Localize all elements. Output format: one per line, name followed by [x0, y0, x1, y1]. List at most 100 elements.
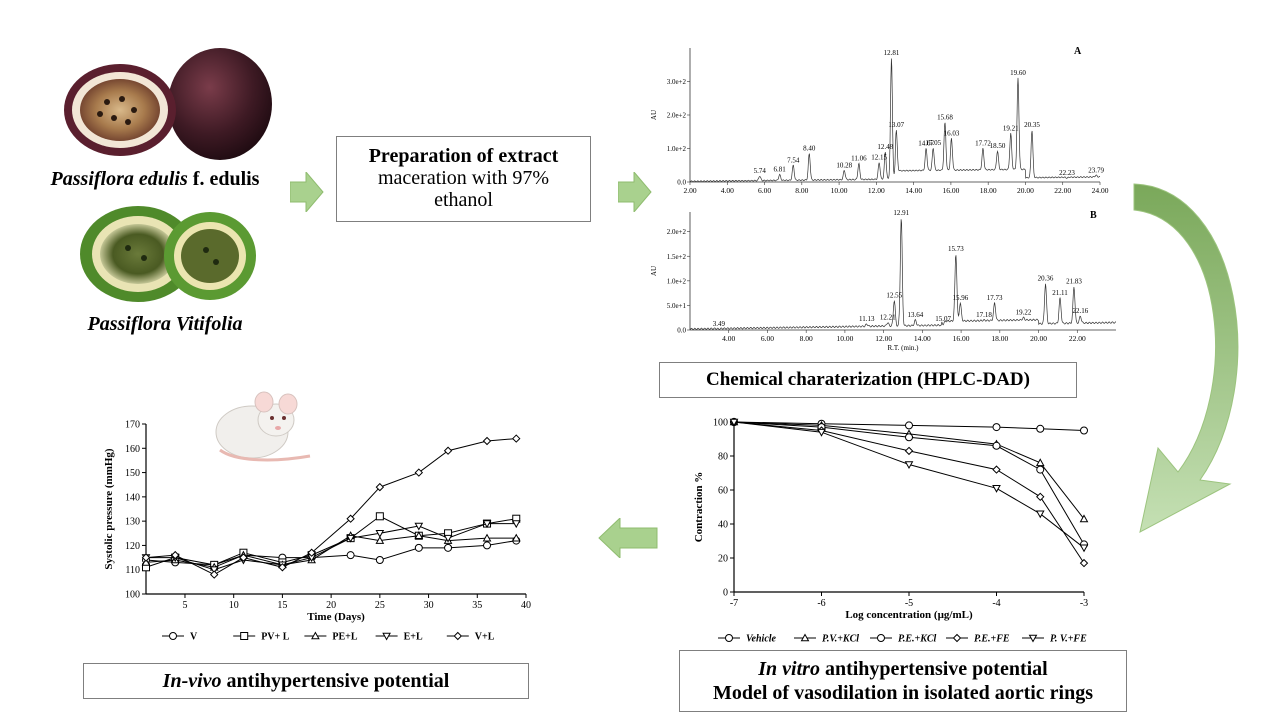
- marker-triangle-down: [382, 632, 391, 641]
- peak-label: 12.15: [871, 154, 887, 162]
- hplc-chromatogram-a: 2.00 4.00 6.00 8.00 10.00 12.00 14.00 16.00 18.0…: [650, 46, 1109, 195]
- panel-letter: B: [1090, 210, 1097, 221]
- in-vivo-rest: antihypertensive potential: [226, 670, 450, 692]
- marker-diamond: [904, 446, 914, 456]
- peak-label: 15.96: [952, 294, 968, 302]
- arrow-right-1: [290, 172, 324, 212]
- y-tick-label: 100: [125, 590, 140, 601]
- marker-circle: [992, 423, 1001, 432]
- x-tick-label: 2.00: [683, 186, 696, 195]
- y-tick-label: 140: [125, 492, 140, 503]
- peak-label: 19.60: [1010, 69, 1026, 77]
- marker-diamond: [1079, 558, 1089, 568]
- y-tick-label: 0.0: [677, 179, 686, 187]
- x-tick-label: 25: [375, 600, 385, 611]
- arrow-left: [598, 518, 658, 558]
- y-tick-label: 130: [125, 517, 140, 528]
- marker-diamond: [952, 633, 962, 643]
- x-tick-label: 16.00: [953, 334, 970, 343]
- marker-circle: [1036, 465, 1045, 474]
- peak-label: 12.21: [880, 314, 896, 322]
- y-axis-label: Systolic pressure (mmHg): [103, 448, 115, 570]
- x-tick-label: 20.00: [1030, 334, 1047, 343]
- peak-label: 3.49: [713, 320, 726, 328]
- peak-label: 15.05: [925, 139, 941, 147]
- peak-label: 7.54: [787, 156, 800, 164]
- marker-triangle-up: [1035, 458, 1045, 467]
- peak-label: 8.40: [803, 145, 816, 153]
- y-tick-label: 80: [718, 452, 728, 463]
- x-tick-label: 12.00: [875, 334, 892, 343]
- marker-circle: [1080, 426, 1088, 435]
- peak-label: 17.72: [975, 140, 991, 148]
- marker-circle: [169, 632, 177, 640]
- x-tick-label: 4.00: [722, 334, 735, 343]
- passiflora-vitifolia-image: [80, 206, 256, 302]
- x-tick-label: 6.00: [758, 186, 771, 195]
- marker-diamond: [209, 570, 219, 579]
- y-tick-label: 1.0e+2: [667, 145, 687, 153]
- x-tick-label: 20: [326, 600, 336, 611]
- marker-diamond: [482, 436, 492, 446]
- y-tick-label: 20: [718, 554, 728, 565]
- arrow-right-2: [618, 172, 652, 212]
- marker-circle: [905, 433, 913, 442]
- in-vitro-rest: antihypertensive potential: [824, 658, 1048, 680]
- x-tick-label: -7: [730, 598, 738, 609]
- marker-triangle-down: [1035, 510, 1045, 519]
- series-line: [145, 515, 517, 568]
- marker-diamond: [443, 446, 453, 455]
- species-label-edulis: Passiflora edulis f. edulis: [40, 168, 270, 191]
- peak-label: 13.64: [908, 311, 924, 319]
- peak-label: 6.81: [774, 166, 787, 174]
- in-vivo-italic: In-vivo: [162, 670, 222, 692]
- marker-triangle-down: [817, 428, 826, 437]
- peak-label: 12.48: [877, 143, 893, 151]
- x-tick-label: 20.00: [1017, 186, 1034, 195]
- marker-diamond: [375, 482, 385, 492]
- marker-triangle-down: [209, 566, 219, 575]
- marker-diamond: [1036, 492, 1045, 502]
- x-tick-label: -5: [905, 598, 913, 609]
- legend-label: Vehicle: [746, 634, 777, 645]
- marker-triangle-up: [800, 633, 810, 642]
- marker-circle: [877, 634, 885, 642]
- series-line: [733, 421, 1085, 545]
- legend-label: P. V.+FE: [1050, 634, 1087, 645]
- peak-label: 21.11: [1052, 289, 1068, 297]
- marker-diamond: [346, 514, 355, 523]
- chromatogram-trace: [689, 58, 1101, 183]
- curved-arrow-down: [1133, 183, 1239, 533]
- in-vivo-chart: 5 10 15 20 25 30 35 40 100 110 120 130 140 150 160 170 T…: [103, 420, 531, 643]
- marker-diamond: [414, 468, 424, 477]
- legend-label: E+L: [404, 632, 423, 643]
- marker-circle: [725, 634, 733, 642]
- marker-triangle-down: [511, 520, 521, 529]
- marker-circle: [414, 543, 423, 552]
- peak-label: 18.50: [990, 142, 1006, 150]
- in-vitro-line1: In vitro antihypertensive potential: [680, 657, 1126, 681]
- y-tick-label: 160: [125, 444, 140, 455]
- marker-triangle-down: [729, 418, 739, 427]
- hplc-label: Chemical charaterization (HPLC-DAD): [706, 369, 1030, 390]
- marker-diamond: [512, 434, 521, 443]
- x-tick-label: 40: [521, 600, 531, 611]
- marker-triangle-down: [414, 522, 424, 531]
- peak-label: 14.67: [918, 140, 934, 148]
- x-tick-label: 8.00: [795, 186, 808, 195]
- peak-label: 13.07: [888, 121, 904, 129]
- marker-triangle-down: [992, 485, 1001, 493]
- marker-triangle-down: [1079, 544, 1089, 553]
- peak-label: 19.22: [1016, 309, 1032, 317]
- x-tick-label: 8.00: [800, 334, 813, 343]
- marker-circle: [483, 541, 492, 550]
- x-tick-label: 18.00: [980, 186, 997, 195]
- legend-label: P.V.+KCl: [822, 634, 859, 645]
- marker-triangle-up: [414, 531, 424, 540]
- x-axis-label: R.T. (min.): [888, 344, 920, 352]
- x-axis-label: Time (Days): [307, 611, 365, 623]
- peak-label: 12.81: [884, 49, 900, 57]
- peak-label: 15.07: [935, 315, 951, 323]
- y-tick-label: 5.0e+1: [667, 302, 687, 310]
- marker-triangle-down: [443, 534, 453, 543]
